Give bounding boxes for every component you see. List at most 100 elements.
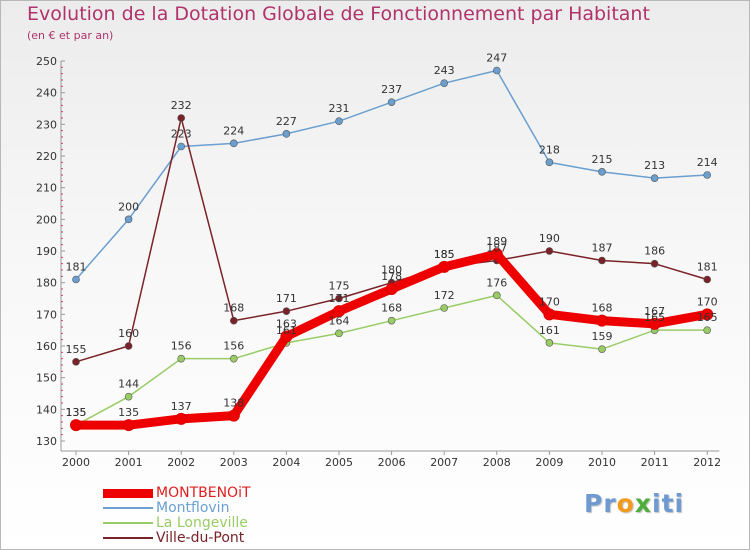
data-label: 247 xyxy=(486,52,507,65)
data-point xyxy=(440,304,449,312)
data-point xyxy=(545,339,554,347)
data-label: 170 xyxy=(697,295,718,308)
data-point xyxy=(230,354,238,363)
y-tick-label: 210 xyxy=(36,182,57,195)
y-tick-label: 230 xyxy=(36,118,57,131)
data-label: 185 xyxy=(434,248,455,261)
data-point xyxy=(72,358,80,366)
data-label: 232 xyxy=(171,99,192,112)
data-label: 243 xyxy=(434,64,455,77)
x-tick-label: 2010 xyxy=(588,456,616,469)
legend-item: Ville-du-Pont xyxy=(103,530,244,546)
legend-label: Montflovin xyxy=(156,500,230,516)
data-label: 181 xyxy=(66,261,87,274)
data-label: 172 xyxy=(434,289,455,302)
series-layer xyxy=(70,66,714,432)
legend-item: Montflovin xyxy=(103,500,229,516)
data-label: 159 xyxy=(592,330,613,343)
data-label: 168 xyxy=(592,302,613,315)
data-point xyxy=(124,215,133,224)
data-label: 176 xyxy=(486,276,507,289)
data-label: 135 xyxy=(66,406,87,419)
data-label: 165 xyxy=(644,311,665,324)
legend-label: MONTBENOiT xyxy=(156,485,251,501)
data-label: 167 xyxy=(644,305,665,318)
data-label: 224 xyxy=(223,124,244,137)
data-point xyxy=(177,142,185,151)
x-tick-label: 2002 xyxy=(167,456,195,469)
data-label: 231 xyxy=(329,102,350,115)
legend-swatch xyxy=(103,488,153,498)
data-point xyxy=(650,259,659,268)
data-point xyxy=(230,139,238,148)
data-point xyxy=(545,247,554,255)
data-label: 187 xyxy=(592,242,613,255)
data-label: 215 xyxy=(592,153,613,166)
data-label: 155 xyxy=(66,343,87,356)
x-tick-label: 2005 xyxy=(325,456,353,469)
data-label: 214 xyxy=(697,156,718,169)
y-tick-label: 150 xyxy=(36,372,57,385)
data-label: 187 xyxy=(486,242,507,255)
data-point xyxy=(596,314,608,327)
data-point xyxy=(177,114,185,122)
y-tick-label: 220 xyxy=(36,150,57,163)
data-label: 170 xyxy=(539,295,560,308)
logo-letter: x xyxy=(634,489,652,518)
data-point xyxy=(387,316,396,325)
data-point xyxy=(333,305,345,318)
x-tick-label: 2008 xyxy=(483,456,511,469)
y-tick-label: 170 xyxy=(36,308,57,321)
y-tick-label: 140 xyxy=(36,403,57,416)
data-point xyxy=(70,419,82,432)
x-tick-label: 2009 xyxy=(535,456,563,469)
data-point xyxy=(72,275,80,284)
x-tick-label: 2012 xyxy=(693,456,721,469)
data-point xyxy=(598,256,606,265)
y-tick-label: 190 xyxy=(36,245,57,258)
data-point xyxy=(385,283,398,295)
data-point xyxy=(650,174,659,182)
x-tick-label: 2000 xyxy=(62,456,90,469)
chart-axes: 130 140 150 160 170 180 190 200 210 220 230 240 250 2… xyxy=(36,55,721,469)
data-point xyxy=(282,130,291,138)
data-label: 185 xyxy=(434,248,455,261)
data-point xyxy=(335,117,343,125)
data-label: 186 xyxy=(644,245,665,258)
data-label: 171 xyxy=(276,292,297,305)
data-label: 161 xyxy=(539,324,560,337)
data-label: 163 xyxy=(276,318,297,331)
data-label: 135 xyxy=(118,406,139,419)
data-point xyxy=(124,342,133,350)
data-point xyxy=(703,171,712,179)
legend-swatch xyxy=(103,507,153,509)
data-point xyxy=(545,158,554,167)
data-label: 237 xyxy=(381,83,402,96)
data-label: 135 xyxy=(66,406,87,419)
data-label: 144 xyxy=(118,378,139,391)
x-tick-label: 2007 xyxy=(430,456,458,469)
legend-swatch xyxy=(103,537,153,539)
data-point xyxy=(438,260,451,273)
data-point xyxy=(124,392,133,401)
data-point xyxy=(701,308,714,321)
data-point xyxy=(280,330,293,343)
data-label: 218 xyxy=(539,143,560,156)
data-labels-layer: 181 200 223 224 227 231 237 243 247 218 215 213 214 1… xyxy=(66,52,718,420)
y-tick-label: 200 xyxy=(36,213,57,226)
chart-title: Evolution de la Dotation Globale de Fonc… xyxy=(27,3,650,25)
logo-letter: P xyxy=(584,489,604,518)
data-label: 213 xyxy=(644,159,665,172)
data-point xyxy=(598,168,606,176)
data-label: 161 xyxy=(276,324,297,337)
y-tick-label: 250 xyxy=(36,55,57,68)
data-label: 171 xyxy=(329,292,350,305)
data-point xyxy=(175,412,188,425)
data-point xyxy=(703,275,712,284)
chart-subtitle: (en € et par an) xyxy=(27,29,114,42)
data-label: 137 xyxy=(171,400,192,413)
data-label: 178 xyxy=(381,270,402,283)
data-point xyxy=(490,248,503,261)
